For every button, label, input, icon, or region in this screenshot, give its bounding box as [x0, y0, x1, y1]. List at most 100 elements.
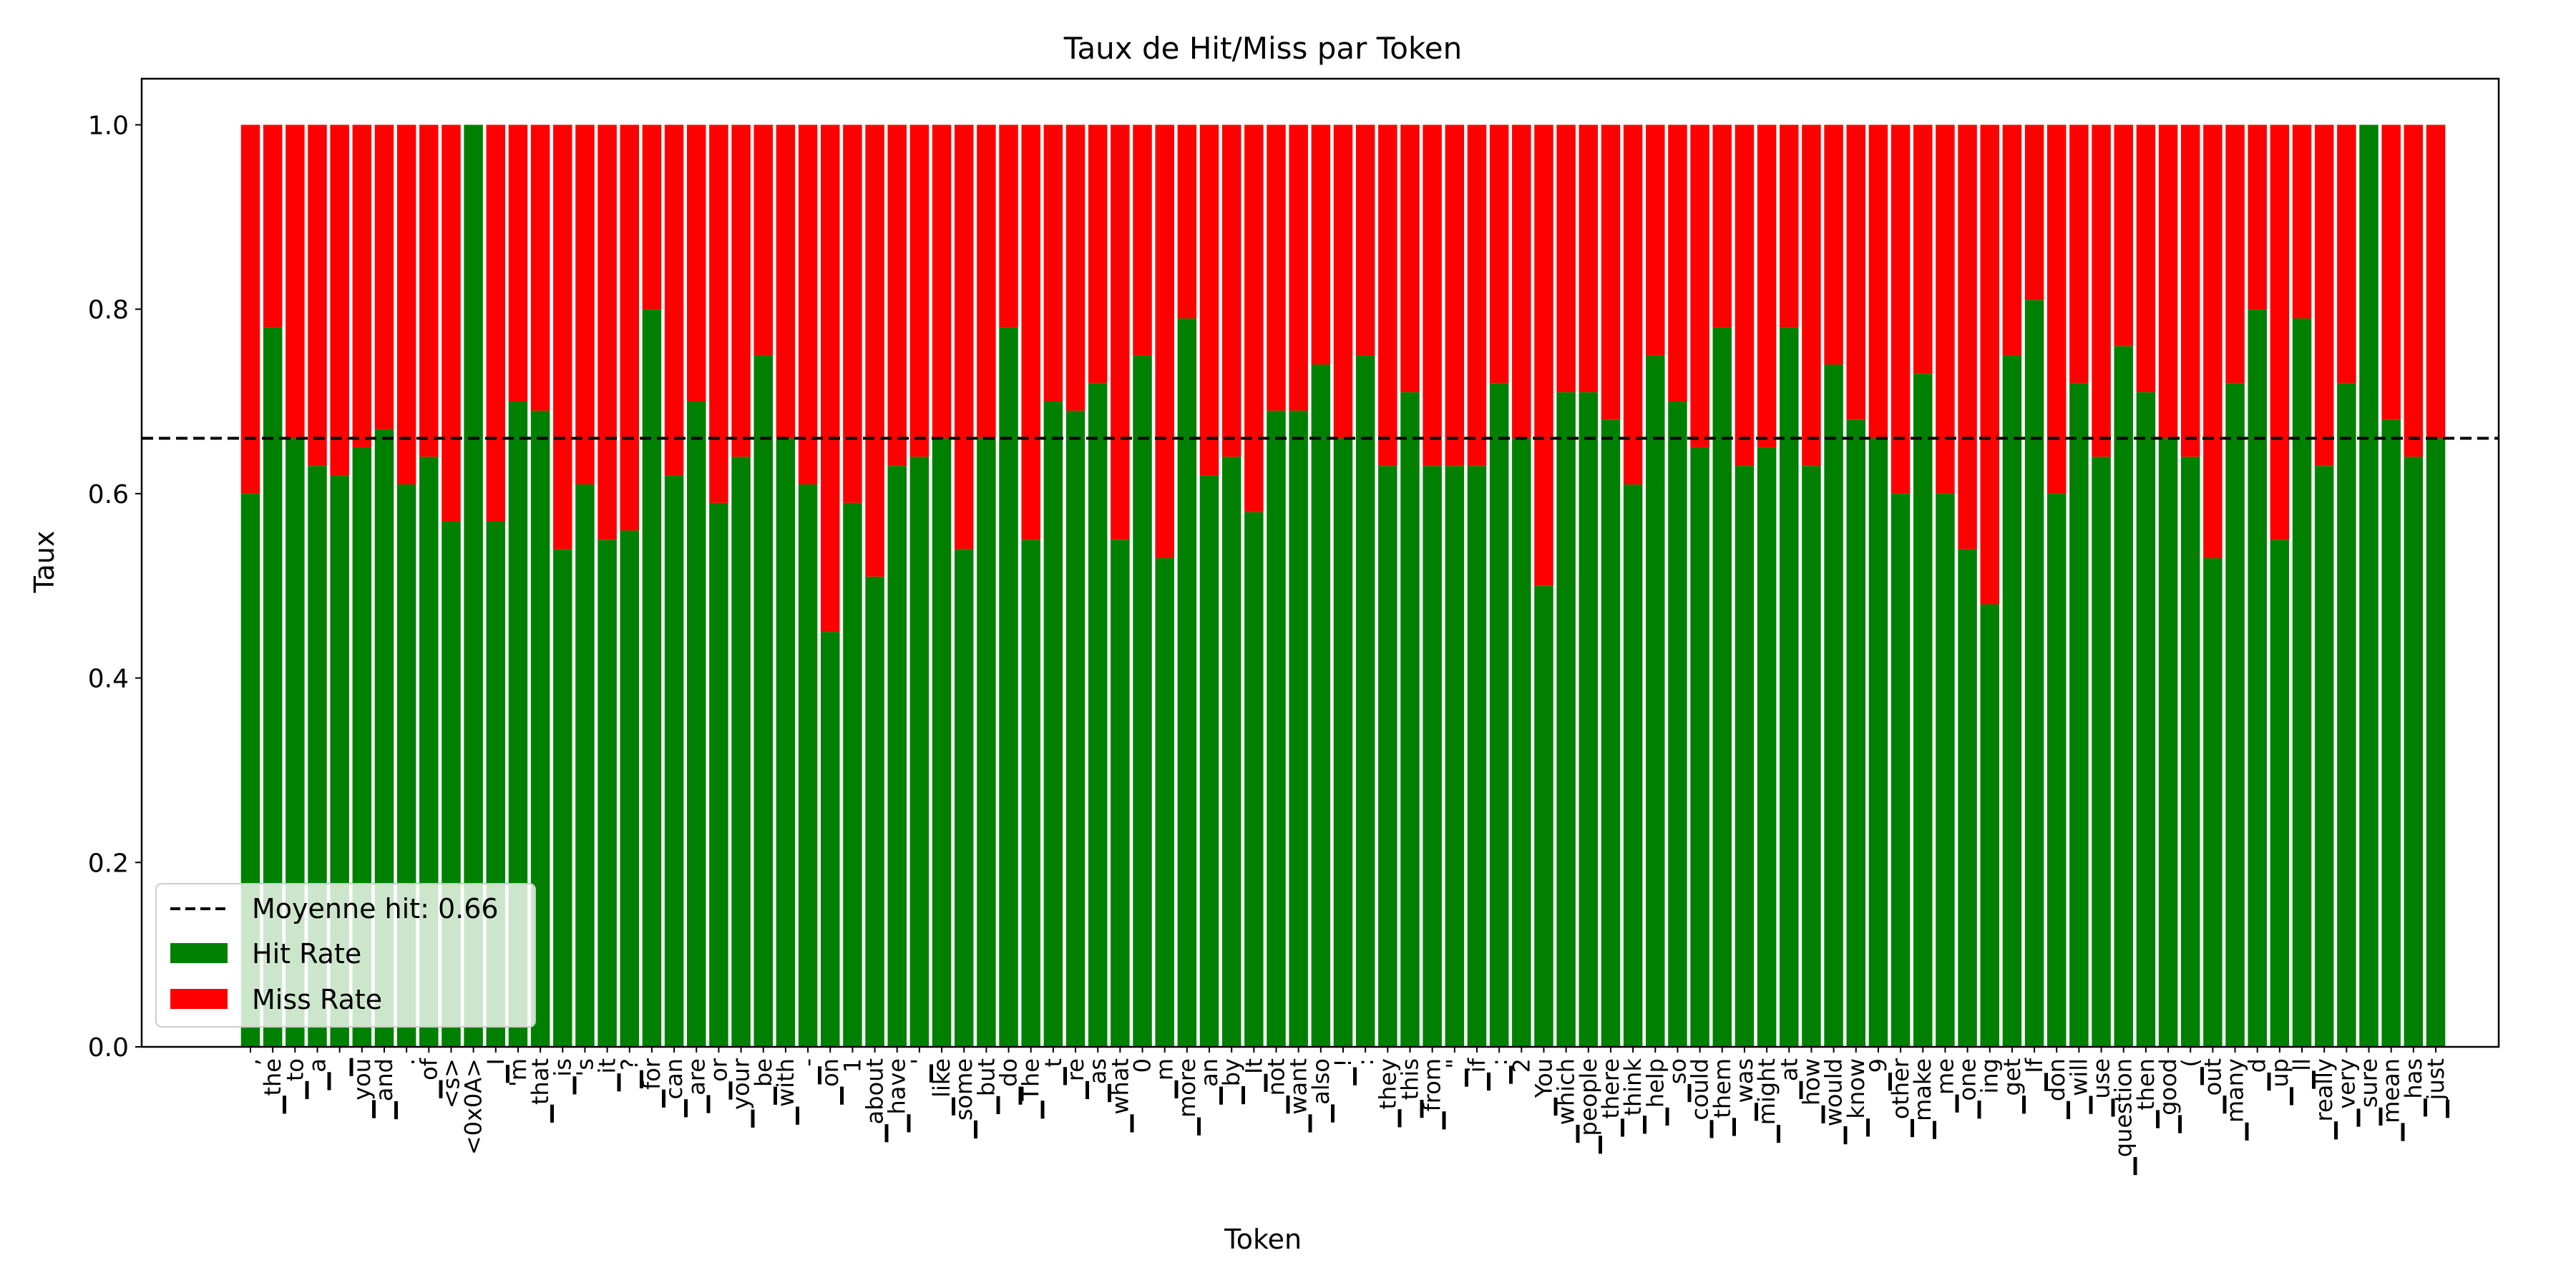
- miss-bar: [2180, 125, 2200, 457]
- hit-bar: [1289, 410, 1308, 1047]
- miss-bar: [2248, 125, 2267, 310]
- hit-bar: [1355, 355, 1375, 1048]
- hit-bar: [709, 502, 728, 1047]
- hit-bar: [2381, 419, 2401, 1047]
- miss-bar: [2314, 125, 2334, 467]
- x-tick-label: ▁about: [862, 1058, 889, 1143]
- hit-bar: [2002, 355, 2022, 1048]
- miss-bar: [486, 125, 506, 522]
- x-tick-label: ▁what: [1106, 1058, 1133, 1133]
- hit-bar: [999, 327, 1018, 1047]
- x-tick-label: ▁has: [2400, 1058, 2427, 1117]
- miss-bar: [999, 125, 1018, 328]
- x-tick-label: 2: [1508, 1058, 1535, 1073]
- hit-bar: [553, 549, 572, 1047]
- x-tick-label: ▁just: [2422, 1058, 2449, 1118]
- x-tick-label: ▁as: [1084, 1058, 1111, 1103]
- miss-bar: [352, 125, 372, 448]
- miss-bar: [530, 125, 550, 411]
- hit-bar: [2337, 383, 2356, 1047]
- miss-bar: [1936, 125, 1955, 494]
- miss-bar: [1378, 125, 1397, 467]
- hit-bar: [2136, 392, 2156, 1047]
- miss-bar: [932, 125, 952, 439]
- hit-bar: [1936, 493, 1955, 1047]
- miss-bar: [1221, 125, 1241, 457]
- chart-title: Taux de Hit/Miss par Token: [1063, 31, 1463, 66]
- miss-bar: [1757, 125, 1777, 448]
- x-tick-label: ▁don: [2043, 1058, 2070, 1120]
- miss-bar: [2024, 125, 2044, 301]
- miss-bar: [308, 125, 327, 467]
- hit-bar: [1423, 466, 1442, 1047]
- miss-bar: [2046, 125, 2067, 494]
- hit-bar: [642, 309, 662, 1048]
- x-tick-label: ▁people: [1575, 1058, 1602, 1154]
- miss-bar: [441, 125, 461, 522]
- hit-bar: [1467, 466, 1487, 1047]
- hit-bar: [821, 632, 840, 1047]
- x-tick-label: ing: [1976, 1058, 2004, 1093]
- miss-bar: [330, 125, 349, 476]
- x-tick-label: ▁good: [2155, 1058, 2182, 1133]
- hit-bar: [687, 401, 706, 1047]
- x-tick-label: ▁with: [772, 1058, 799, 1126]
- hit-bar: [1802, 466, 1821, 1047]
- x-tick-label: ▁question: [2110, 1058, 2137, 1176]
- miss-bar: [374, 125, 394, 429]
- miss-bar: [1177, 125, 1197, 319]
- miss-bar: [709, 125, 728, 503]
- miss-bar: [977, 125, 996, 439]
- hit-bar: [664, 475, 684, 1047]
- miss-bar: [1489, 125, 1509, 384]
- miss-bar: [1133, 125, 1152, 356]
- miss-bar: [2292, 125, 2312, 319]
- miss-bar: [286, 125, 305, 439]
- y-tick-label: 1.0: [88, 111, 129, 140]
- x-tick-label: ▁if: [1463, 1058, 1491, 1091]
- miss-bar: [1868, 125, 1888, 439]
- miss-bar: [2225, 125, 2245, 384]
- y-tick-label: 0.2: [88, 849, 129, 878]
- legend-miss-label: Miss Rate: [252, 984, 382, 1015]
- hit-bar: [1868, 438, 1888, 1047]
- x-tick-label: ▁an: [1196, 1058, 1223, 1106]
- miss-bar: [1735, 125, 1755, 467]
- miss-bar: [1556, 125, 1576, 393]
- x-tick-label: ▁it: [594, 1058, 621, 1092]
- miss-bar: [1802, 125, 1821, 467]
- miss-bar: [687, 125, 706, 401]
- miss-bar: [2381, 125, 2401, 420]
- hit-bar: [954, 549, 974, 1047]
- hit-bar: [1623, 484, 1643, 1047]
- hit-bar: [843, 502, 862, 1047]
- hit-bar: [1757, 447, 1777, 1047]
- x-tick-label: ▁want: [1285, 1058, 1312, 1133]
- x-tick-label: ▁could: [1687, 1058, 1714, 1138]
- x-tick-label: ▁is: [549, 1058, 576, 1095]
- hit-bar: [2203, 558, 2223, 1047]
- miss-bar: [419, 125, 439, 457]
- hit-bar: [1111, 540, 1130, 1047]
- legend-mean-label: Moyenne hit: 0.66: [252, 893, 499, 924]
- miss-bar: [1111, 125, 1130, 540]
- hit-bar: [1824, 364, 1843, 1047]
- x-tick-label: ▁can: [660, 1058, 688, 1118]
- x-tick-label: ▁on: [816, 1058, 844, 1105]
- miss-bar: [1199, 125, 1219, 476]
- miss-bar: [2158, 125, 2178, 439]
- x-tick-label: ▁like: [928, 1058, 955, 1116]
- x-tick-label: ▁was: [1731, 1058, 1758, 1121]
- hit-bar: [1021, 540, 1040, 1047]
- x-tick-label: ▁The: [1018, 1058, 1045, 1119]
- x-tick-label: ▁you: [348, 1058, 376, 1118]
- hit-bar: [1333, 438, 1353, 1047]
- x-tick-label: ▁really: [2311, 1058, 2338, 1140]
- hit-bar: [1735, 466, 1755, 1047]
- x-tick-label: ▁: [326, 1058, 353, 1077]
- hit-bar: [620, 530, 640, 1047]
- x-tick-label: ▁very: [2333, 1058, 2360, 1127]
- x-tick-label: ▁many: [2222, 1058, 2249, 1141]
- y-tick-label: 0.8: [88, 296, 129, 325]
